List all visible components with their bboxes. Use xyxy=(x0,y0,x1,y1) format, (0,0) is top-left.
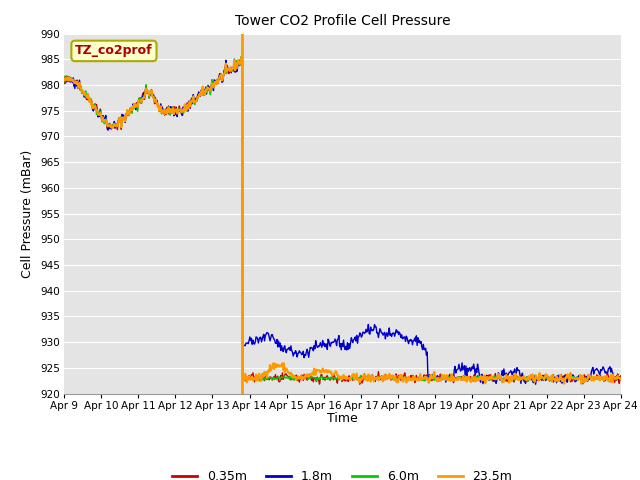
Y-axis label: Cell Pressure (mBar): Cell Pressure (mBar) xyxy=(21,149,35,278)
Text: TZ_co2prof: TZ_co2prof xyxy=(75,44,153,58)
X-axis label: Time: Time xyxy=(327,412,358,425)
Title: Tower CO2 Profile Cell Pressure: Tower CO2 Profile Cell Pressure xyxy=(235,14,450,28)
Legend: 0.35m, 1.8m, 6.0m, 23.5m: 0.35m, 1.8m, 6.0m, 23.5m xyxy=(167,465,518,480)
